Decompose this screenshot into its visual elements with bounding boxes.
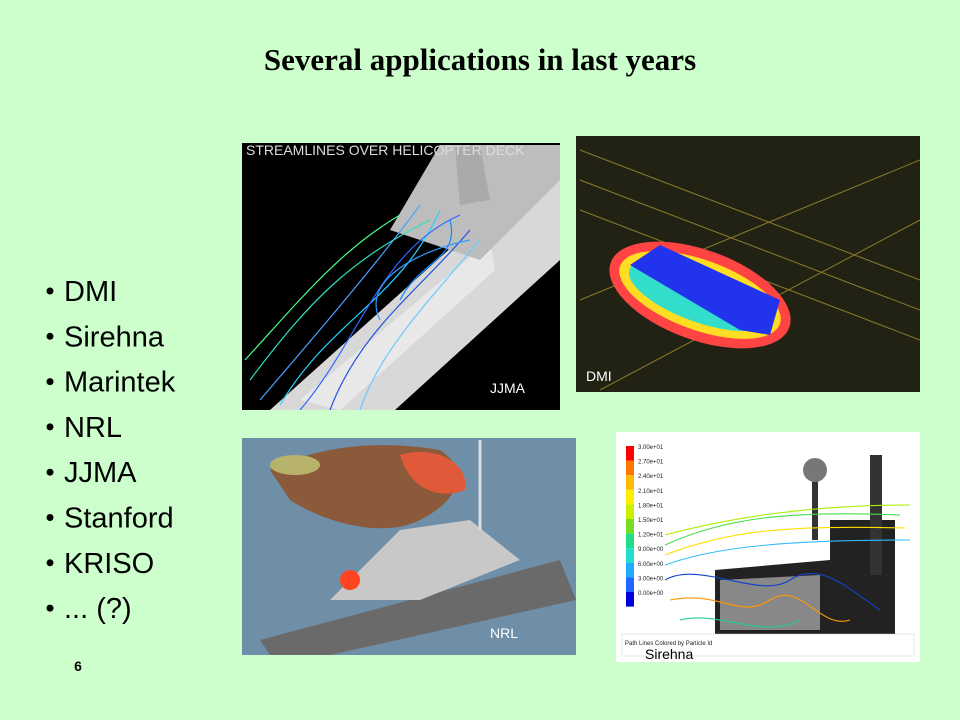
bullet-dot (46, 468, 54, 476)
bullet-text: DMI (64, 276, 117, 308)
legend-swatch (626, 577, 634, 592)
page-number: 6 (74, 658, 82, 674)
legend-label: 1.80e+01 (638, 503, 664, 509)
legend-swatch (626, 475, 634, 490)
bullet-dot (46, 378, 54, 386)
legend-label: 0.00e+00 (638, 591, 664, 597)
image-caption: Sirehna (645, 646, 693, 662)
image-dmi: DMI (576, 136, 920, 392)
legend-label: 2.40e+01 (638, 474, 664, 480)
legend-swatch (626, 533, 634, 549)
image-sirehna: 3.00e+01 2.70e+01 2.40e+01 2.10e+01 1.80e+01… (616, 432, 920, 662)
legend-swatch (626, 519, 634, 534)
legend-label: 1.50e+01 (638, 518, 664, 524)
bullet-text: KRISO (64, 548, 154, 580)
bullet-dot (46, 559, 54, 567)
legend-swatch (626, 548, 634, 563)
bullet-dot (46, 514, 54, 521)
bullet-text: ... (?) (64, 593, 132, 625)
legend-swatch (626, 489, 634, 505)
bullet-text: NRL (64, 412, 122, 444)
bullet-dot (46, 604, 54, 612)
bullet-text: Stanford (64, 503, 174, 535)
legend-label: 3.00e+00 (638, 576, 664, 582)
bullet-dot (46, 332, 54, 340)
legend-label: 9.00e+00 (638, 547, 664, 553)
image-jjma: STREAMLINES OVER HELICOPTER DECK JJMA (242, 142, 560, 410)
image-caption: NRL (490, 625, 518, 641)
legend-label: 6.00e+00 (638, 562, 664, 568)
legend-swatch (626, 562, 634, 578)
image-label: STREAMLINES OVER HELICOPTER DECK (246, 142, 525, 158)
legend: 3.00e+01 2.70e+01 2.40e+01 2.10e+01 1.80e+01… (626, 445, 664, 607)
bullet-list: DMI Sirehna Marintek NRL JJMA Stanford KRISO..… (46, 276, 176, 625)
slide-title: Several applications in last years (264, 42, 696, 77)
bullet-text: JJMA (64, 457, 137, 489)
image-caption: JJMA (490, 380, 526, 396)
legend-label: 2.70e+01 (638, 460, 664, 466)
bullet-dot (46, 423, 54, 431)
legend-swatch (626, 592, 634, 607)
bullet-text: Marintek (64, 367, 176, 399)
image-nrl: NRL (242, 438, 576, 655)
legend-label: 2.10e+01 (638, 489, 664, 495)
legend-label: 1.20e+01 (638, 533, 664, 539)
bullet-dot (46, 287, 54, 295)
legend-swatch (626, 460, 634, 476)
legend-swatch (626, 504, 634, 519)
legend-label: 3.00e+01 (638, 445, 664, 451)
legend-title: Path Lines Colored by Particle Id (625, 641, 712, 647)
bullet-text: Sirehna (64, 321, 165, 353)
image-caption: DMI (586, 368, 612, 384)
legend-swatch (626, 446, 634, 461)
